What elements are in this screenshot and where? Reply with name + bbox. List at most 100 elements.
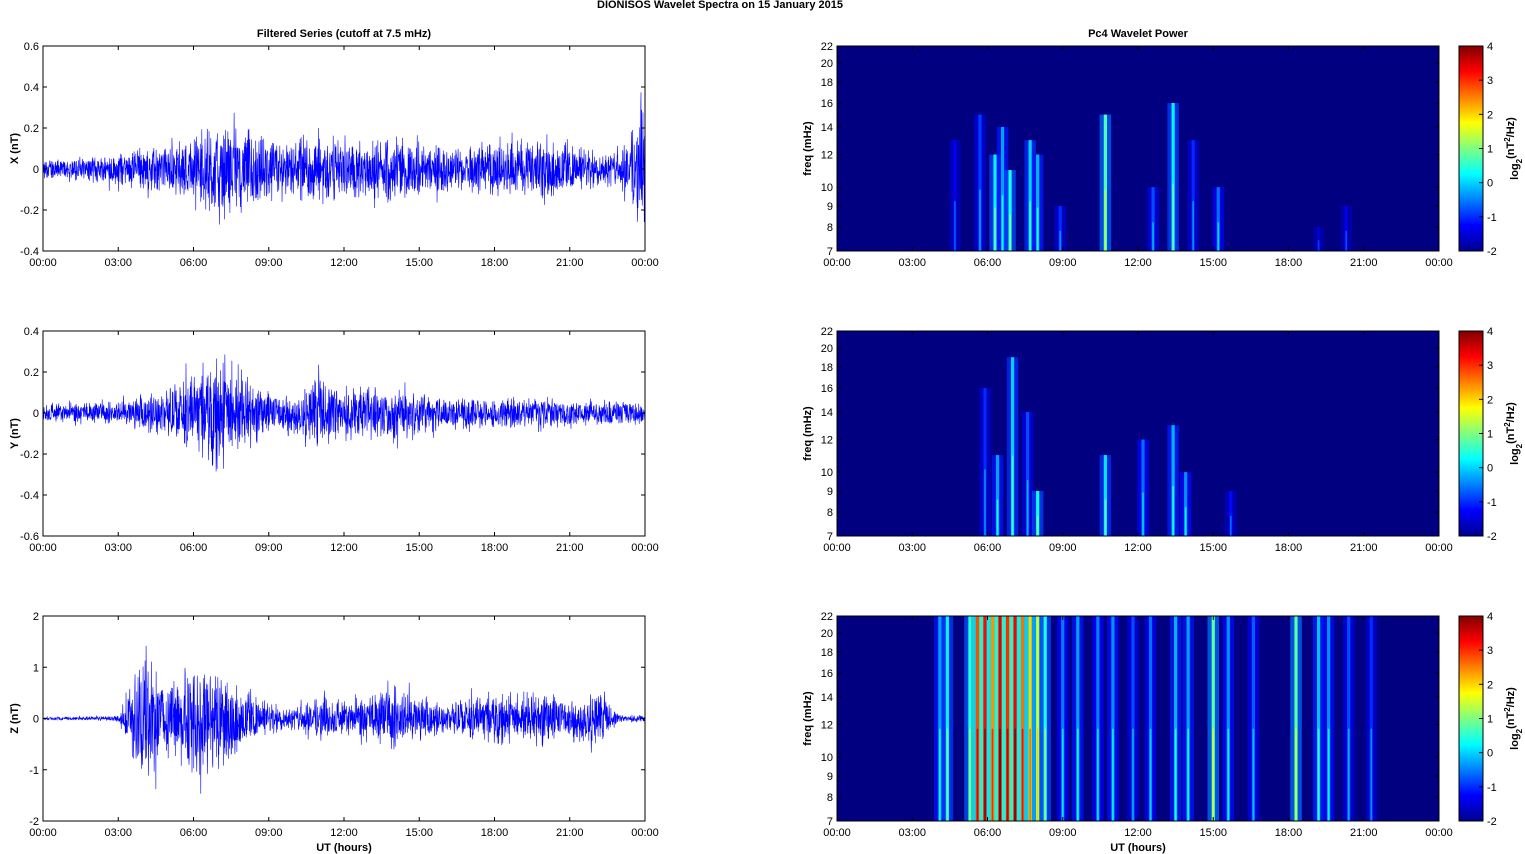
z-power-burst — [938, 616, 942, 821]
z-power-burst-core — [1097, 728, 1099, 821]
z-power-ytick-label: 8 — [827, 792, 833, 804]
y-power-burst — [983, 388, 987, 536]
x-power-burst-core — [994, 207, 996, 251]
z-power-burst-core — [1132, 728, 1134, 821]
y-power-ytick-label: 9 — [827, 486, 833, 498]
y-power-ytick-label: 10 — [821, 467, 833, 479]
z-power-ytick-label: 9 — [827, 771, 833, 783]
x-power-ytick-label: 16 — [821, 98, 833, 110]
y-power-colorbar-tick-label: -1 — [1487, 497, 1497, 509]
x-power-colorbar-tick-label: 3 — [1487, 75, 1493, 87]
x-power-xtick-label: 18:00 — [1275, 257, 1303, 269]
z-power-ytick-label: 16 — [821, 668, 833, 680]
z-power-burst-core — [1317, 728, 1320, 821]
x-power-colorbar-label: log2(nT2/Hz) — [1503, 117, 1524, 180]
z-power-burst — [1251, 616, 1255, 821]
z-series-xtick-label: 18:00 — [481, 827, 509, 839]
y-power-xtick-label: 03:00 — [898, 542, 926, 554]
y-power-xtick-label: 12:00 — [1124, 542, 1152, 554]
x-power-burst — [978, 114, 982, 251]
x-power-colorbar-tick-label: 4 — [1487, 41, 1493, 53]
x-series-xtick-label: 21:00 — [556, 257, 584, 269]
z-power-burst — [1174, 616, 1178, 821]
z-power-burst — [998, 616, 1002, 821]
y-power-colorbar-tick-label: 2 — [1487, 394, 1493, 406]
z-power-burst-core — [1187, 728, 1189, 821]
z-power-burst — [1076, 616, 1080, 821]
y-power-burst-core — [1011, 455, 1014, 536]
z-power-xtick-label: 18:00 — [1275, 827, 1303, 839]
z-power-burst-core — [1212, 728, 1215, 821]
z-power-xtick-label: 06:00 — [974, 827, 1002, 839]
y-power-burst — [1184, 472, 1188, 536]
y-series-ylabel: Y (nT) — [9, 418, 21, 449]
z-series-xtick-label: 03:00 — [104, 827, 132, 839]
x-power-burst-core — [1104, 189, 1107, 251]
y-series-ytick-label: -0.2 — [20, 449, 39, 461]
x-series-xtick-label: 03:00 — [104, 257, 132, 269]
x-power-xtick-label: 06:00 — [974, 257, 1002, 269]
z-power-burst-core — [1327, 728, 1330, 821]
x-power-ytick-label: 14 — [821, 122, 833, 134]
x-power-colorbar-tick-label: -1 — [1487, 212, 1497, 224]
z-series-xtick-label: 09:00 — [255, 827, 283, 839]
z-power-burst-core — [1029, 728, 1031, 821]
z-power-ytick-label: 20 — [821, 628, 833, 640]
x-power-ytick-label: 7 — [827, 246, 833, 258]
z-power-burst-core — [1077, 728, 1079, 821]
x-series-xtick-label: 18:00 — [481, 257, 509, 269]
z-power-xtick-label: 12:00 — [1124, 827, 1152, 839]
y-power-burst — [1026, 411, 1030, 536]
z-power-burst-core — [984, 728, 986, 821]
z-power-burst-core — [1112, 728, 1114, 821]
y-power-burst-core — [984, 469, 986, 536]
y-series-xtick-label: 18:00 — [481, 542, 509, 554]
x-series-trace — [42, 92, 646, 225]
z-power-xtick-label: 15:00 — [1199, 827, 1227, 839]
z-power-burst — [990, 616, 995, 821]
x-power-burst — [1103, 114, 1107, 251]
z-power-burst — [1317, 616, 1321, 821]
y-power-burst-core — [1172, 486, 1174, 536]
x-power-xtick-label: 00:00 — [823, 257, 851, 269]
z-power-burst-core — [976, 728, 979, 821]
z-series-ylabel: Z (nT) — [9, 703, 21, 734]
z-power-burst-core — [1174, 728, 1177, 821]
x-power-burst-core — [1152, 222, 1154, 251]
x-power-ytick-label: 18 — [821, 77, 833, 89]
y-power-burst-core — [1104, 499, 1107, 536]
x-power-burst — [953, 140, 957, 251]
x-power-burst — [1344, 206, 1348, 251]
x-power-colorbar-tick-label: 1 — [1487, 144, 1493, 156]
y-power-xtick-label: 21:00 — [1350, 542, 1378, 554]
y-series-ytick-label: 0 — [33, 408, 39, 420]
y-power-colorbar-tick-label: 1 — [1487, 429, 1493, 441]
z-power-burst — [1005, 616, 1010, 821]
z-series-ytick-label: 1 — [33, 662, 39, 674]
z-series-xtick-label: 00:00 — [29, 827, 57, 839]
z-power-burst — [1013, 616, 1017, 821]
z-power-burst-core — [969, 728, 971, 821]
z-series-xtick-label: 15:00 — [405, 827, 433, 839]
z-power-ytick-label: 12 — [821, 720, 833, 732]
z-power-burst — [1327, 616, 1331, 821]
z-power-burst-core — [1347, 728, 1350, 821]
y-series-xtick-label: 15:00 — [405, 542, 433, 554]
z-series-xtick-label: 21:00 — [556, 827, 584, 839]
x-series-xtick-label: 09:00 — [255, 257, 283, 269]
x-power-xtick-label: 12:00 — [1124, 257, 1152, 269]
x-power-burst — [1216, 187, 1220, 251]
z-power-burst-core — [991, 728, 994, 821]
x-power-burst-core — [979, 189, 981, 251]
x-power-background — [837, 46, 1439, 251]
y-power-xtick-label: 09:00 — [1049, 542, 1077, 554]
z-power-ytick-label: 7 — [827, 816, 833, 828]
y-power-burst-core — [1230, 515, 1232, 536]
x-power-burst — [1191, 140, 1195, 251]
x-power-ytick-label: 22 — [821, 41, 833, 53]
z-power-burst-core — [1014, 728, 1016, 821]
x-power-burst-core — [1009, 214, 1011, 251]
z-series-xtick-label: 06:00 — [180, 827, 208, 839]
z-series-ytick-label: -1 — [29, 765, 39, 777]
